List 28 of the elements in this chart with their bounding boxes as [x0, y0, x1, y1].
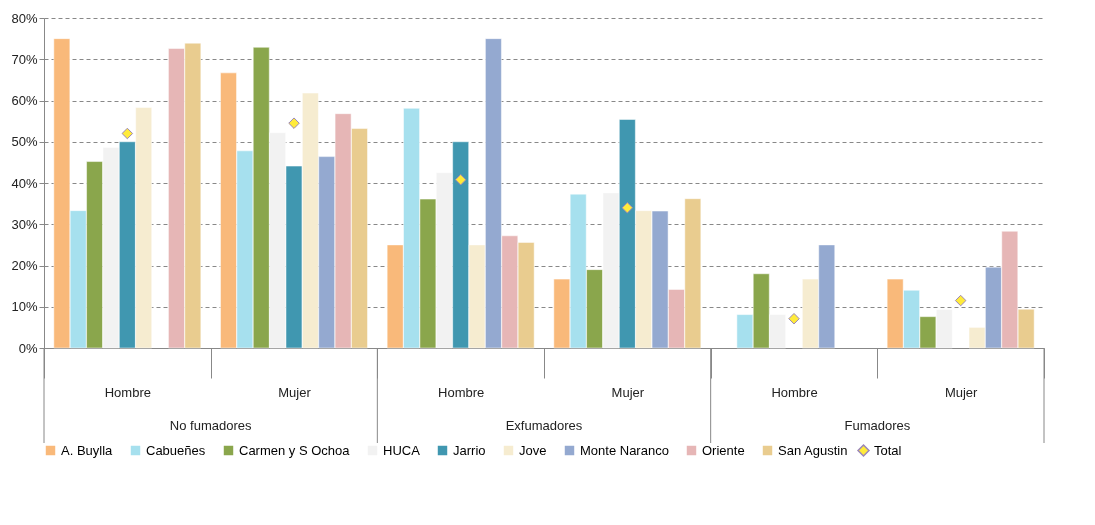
- legend-label: Jarrio: [453, 442, 486, 458]
- x-tick-label: Hombre: [104, 384, 151, 400]
- legend-label: San Agustin: [778, 442, 848, 458]
- y-tick-label: 10%: [11, 299, 38, 315]
- legend-label: Carmen y S Ochoa: [239, 442, 351, 458]
- y-tick-label: 30%: [11, 216, 38, 232]
- legend-label: Jove: [519, 442, 547, 458]
- y-tick-label: 80%: [11, 10, 38, 26]
- y-tick-label: 20%: [11, 258, 38, 273]
- x-tick-label: Hombre: [771, 384, 818, 400]
- x-tick-label: Mujer: [278, 384, 312, 400]
- text: Fumadores: [844, 418, 911, 433]
- x-tick-label: Hombre: [438, 384, 485, 400]
- legend-label: A. Buylla: [61, 442, 114, 458]
- y-tick-label: 50%: [11, 134, 38, 150]
- legend-label: Monte Naranco: [580, 442, 669, 458]
- y-tick-label: 0%: [18, 340, 38, 356]
- legend-label: Oriente: [702, 442, 745, 458]
- x-tick-label: Mujer: [611, 384, 645, 400]
- legend-label: Cabueñes: [146, 442, 206, 458]
- y-tick-label: 40%: [11, 175, 38, 191]
- y-tick-label: 70%: [11, 51, 38, 67]
- legend-label: Total: [874, 442, 902, 458]
- text: No fumadores: [169, 418, 252, 433]
- x-tick-label: Mujer: [944, 384, 979, 400]
- y-tick-label: 60%: [11, 93, 38, 108]
- legend-label: HUCA: [383, 442, 421, 458]
- text: Exfumadores: [505, 418, 583, 433]
